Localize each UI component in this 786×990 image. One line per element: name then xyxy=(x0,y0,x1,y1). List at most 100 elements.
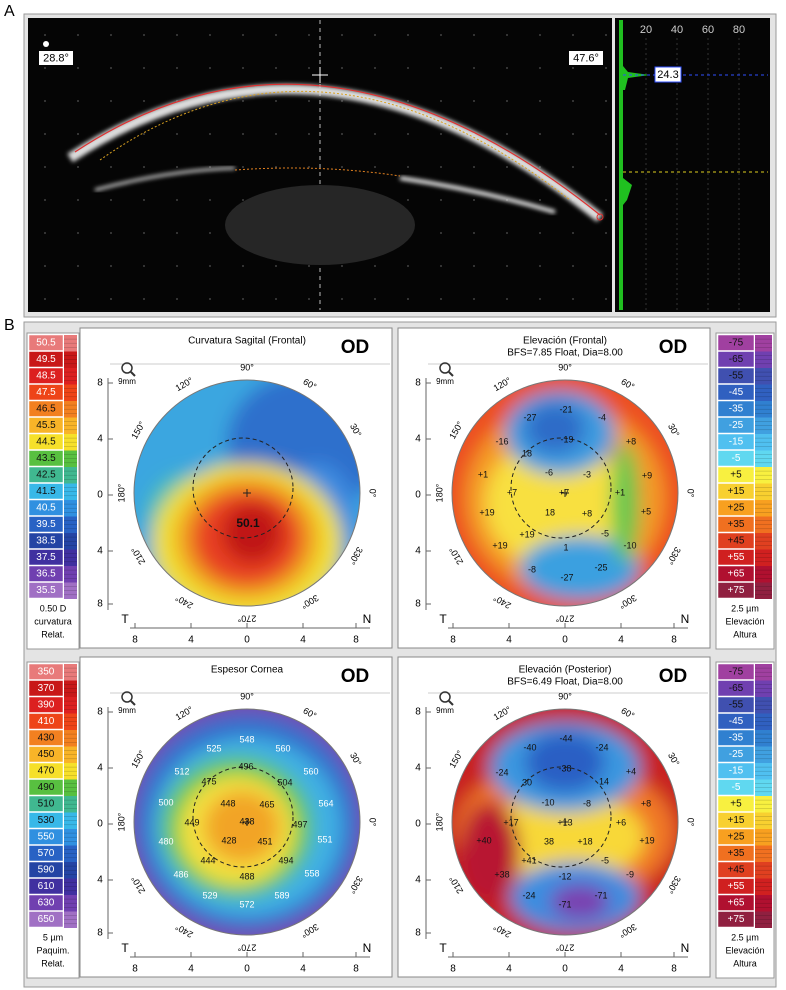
scale-strip xyxy=(64,829,77,846)
zoom-label: 9mm xyxy=(436,706,454,715)
scale-label: +55 xyxy=(728,552,745,563)
scale-strip xyxy=(64,680,77,697)
angle-label: 180° xyxy=(434,812,444,831)
scale-cell xyxy=(28,351,64,368)
scale-cell xyxy=(28,812,64,829)
scale-label: 49.5 xyxy=(36,354,56,365)
grid-dot xyxy=(539,298,541,300)
grid-dot xyxy=(341,100,343,102)
scale-label: -25 xyxy=(729,420,744,431)
grid-dot xyxy=(539,199,541,201)
map-value: +19 xyxy=(492,540,507,550)
zoom-label: 9mm xyxy=(118,706,136,715)
grid-dot xyxy=(143,199,145,201)
scale-cell xyxy=(28,582,64,599)
map-value: -8 xyxy=(583,798,591,808)
scale-cell xyxy=(28,729,64,746)
scale-footer: 2.5 µm xyxy=(731,932,759,942)
color-region xyxy=(525,403,585,453)
map-value: 564 xyxy=(318,798,333,808)
map-value: +8 xyxy=(582,508,592,518)
x-tick-label: 0 xyxy=(244,964,250,975)
grid-dot xyxy=(209,232,211,234)
scale-cell xyxy=(717,762,755,779)
panel-label: A xyxy=(4,3,15,20)
scale-label: 550 xyxy=(38,832,55,843)
corner-label: N xyxy=(681,612,690,626)
grid-dot xyxy=(176,133,178,135)
scale-strip xyxy=(64,582,77,599)
grid-dot xyxy=(44,199,46,201)
grid-dot xyxy=(407,100,409,102)
map-value: -38 xyxy=(558,763,571,773)
map-value: -10 xyxy=(623,540,636,550)
map-value: +7 xyxy=(559,487,569,497)
corner-label: T xyxy=(121,941,129,955)
grid-dot xyxy=(374,34,376,36)
grid-dot xyxy=(374,133,376,135)
grid-dot xyxy=(143,298,145,300)
grid-dot xyxy=(209,67,211,69)
grid-dot xyxy=(308,298,310,300)
grid-dot xyxy=(242,298,244,300)
grid-dot xyxy=(407,265,409,267)
scale-strip xyxy=(755,384,772,401)
scale-strip xyxy=(64,895,77,912)
scale-cell xyxy=(717,845,755,862)
scale-footer: Altura xyxy=(733,629,757,639)
scale-strip xyxy=(64,566,77,583)
map-value: +5 xyxy=(641,506,651,516)
corner-label: T xyxy=(439,612,447,626)
grid-dot xyxy=(539,100,541,102)
map-value: 560 xyxy=(275,743,290,753)
grid-dot xyxy=(473,199,475,201)
scale-strip xyxy=(64,516,77,533)
map-value: -5 xyxy=(601,528,609,538)
scale-cell xyxy=(28,845,64,862)
readout-box xyxy=(654,66,682,83)
corner-label: T xyxy=(439,941,447,955)
scale-strip xyxy=(755,582,772,599)
densitometry-panel xyxy=(615,18,770,312)
y-tick-label: 4 xyxy=(97,434,103,445)
scale-strip xyxy=(755,434,772,451)
color-region xyxy=(520,536,640,600)
scale-strip xyxy=(64,483,77,500)
map-value: -9 xyxy=(626,869,634,879)
scale-footer: Elevación xyxy=(725,945,764,955)
angle-label: 180° xyxy=(434,483,444,502)
scale-strip xyxy=(64,500,77,517)
grid-dot xyxy=(572,166,574,168)
scale-cell xyxy=(28,483,64,500)
scale-label: -25 xyxy=(729,749,744,760)
grid-dot xyxy=(605,100,607,102)
map-title: Elevación (Posterior) xyxy=(519,665,612,676)
scale-strip xyxy=(64,549,77,566)
y-tick-label: 8 xyxy=(415,707,421,718)
scale-strip xyxy=(64,911,77,928)
grid-dot xyxy=(308,67,310,69)
angle-box xyxy=(39,51,73,65)
grid-dot xyxy=(374,166,376,168)
y-tick-label: 8 xyxy=(415,599,421,610)
scale-label: -45 xyxy=(729,716,744,727)
scale-cell xyxy=(717,483,755,500)
map-value: -8 xyxy=(528,564,536,574)
map-value: 480 xyxy=(158,836,173,846)
map-outline xyxy=(451,708,679,936)
map-value: -25 xyxy=(594,562,607,572)
scale-strip xyxy=(755,779,772,796)
scale-cell xyxy=(717,384,755,401)
scale-footer: 2.5 µm xyxy=(731,603,759,613)
y-tick-label: 0 xyxy=(97,490,103,501)
scale-strip xyxy=(755,417,772,434)
scale-strip xyxy=(755,516,772,533)
scale-label: 410 xyxy=(38,716,55,727)
scale-cell xyxy=(717,779,755,796)
grid-dot xyxy=(506,133,508,135)
x-tick-label: 4 xyxy=(188,635,194,646)
grid-dot xyxy=(209,34,211,36)
scale-label: 50.5 xyxy=(36,338,56,349)
scale-cell xyxy=(717,911,755,928)
map-title: Espesor Cornea xyxy=(211,665,284,676)
